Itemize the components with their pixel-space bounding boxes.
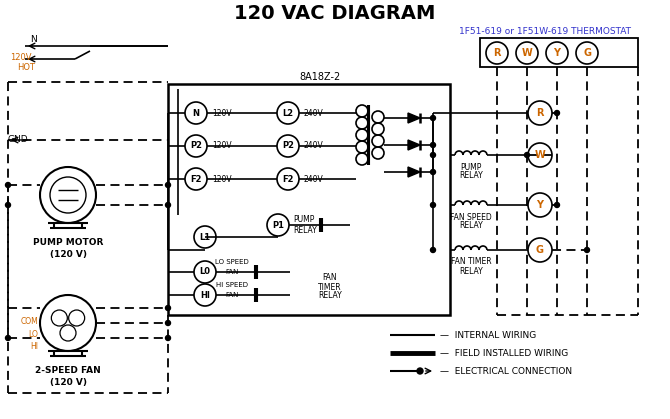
Text: P2: P2: [282, 142, 294, 150]
Text: L1: L1: [200, 233, 210, 241]
Text: 120V: 120V: [212, 142, 232, 150]
Text: 2-SPEED FAN: 2-SPEED FAN: [35, 365, 101, 375]
Circle shape: [555, 202, 559, 207]
Circle shape: [555, 111, 559, 116]
Text: HI SPEED: HI SPEED: [216, 282, 248, 288]
Text: FAN TIMER: FAN TIMER: [451, 258, 491, 266]
Circle shape: [431, 202, 436, 207]
Circle shape: [584, 248, 590, 253]
Text: —  FIELD INSTALLED WIRING: — FIELD INSTALLED WIRING: [440, 349, 568, 357]
Circle shape: [431, 142, 436, 147]
Text: W: W: [522, 48, 533, 58]
Text: 120V: 120V: [212, 109, 232, 117]
Text: 120 VAC DIAGRAM: 120 VAC DIAGRAM: [234, 5, 436, 23]
Text: HOT: HOT: [17, 62, 35, 72]
Circle shape: [165, 183, 170, 187]
Text: 8A18Z-2: 8A18Z-2: [299, 72, 340, 82]
Text: RELAY: RELAY: [459, 266, 483, 276]
Text: W: W: [535, 150, 545, 160]
Text: LO SPEED: LO SPEED: [215, 259, 249, 265]
Text: 240V: 240V: [304, 174, 324, 184]
Text: P1: P1: [272, 220, 284, 230]
Text: PUMP: PUMP: [460, 163, 482, 171]
Circle shape: [417, 368, 423, 374]
Text: P2: P2: [190, 142, 202, 150]
Circle shape: [431, 153, 436, 158]
Circle shape: [431, 116, 436, 121]
Text: RELAY: RELAY: [318, 292, 342, 300]
Text: PUMP MOTOR: PUMP MOTOR: [33, 238, 103, 246]
Circle shape: [165, 321, 170, 326]
Text: RELAY: RELAY: [293, 225, 317, 235]
Circle shape: [431, 248, 436, 253]
Text: TIMER: TIMER: [318, 282, 342, 292]
Circle shape: [165, 202, 170, 207]
Text: PUMP: PUMP: [293, 215, 314, 225]
Text: LO: LO: [28, 329, 38, 339]
Text: (120 V): (120 V): [50, 249, 86, 259]
Text: N: N: [30, 36, 37, 44]
Polygon shape: [408, 113, 420, 123]
Text: FAN: FAN: [225, 292, 239, 298]
Text: —  ELECTRICAL CONNECTION: — ELECTRICAL CONNECTION: [440, 367, 572, 375]
Circle shape: [525, 153, 529, 158]
Text: 1F51-619 or 1F51W-619 THERMOSTAT: 1F51-619 or 1F51W-619 THERMOSTAT: [459, 28, 631, 36]
Text: Y: Y: [537, 200, 543, 210]
Text: FAN: FAN: [225, 269, 239, 275]
Text: F2: F2: [190, 174, 202, 184]
Text: GND: GND: [8, 135, 29, 145]
Text: COM: COM: [20, 318, 38, 326]
Circle shape: [5, 202, 11, 207]
Text: R: R: [536, 108, 544, 118]
Circle shape: [5, 336, 11, 341]
Text: RELAY: RELAY: [459, 171, 483, 181]
Text: —  INTERNAL WIRING: — INTERNAL WIRING: [440, 331, 536, 339]
Text: Y: Y: [553, 48, 561, 58]
Text: 240V: 240V: [304, 109, 324, 117]
Text: F2: F2: [282, 174, 293, 184]
Text: G: G: [536, 245, 544, 255]
Text: RELAY: RELAY: [459, 222, 483, 230]
Circle shape: [165, 336, 170, 341]
Text: G: G: [583, 48, 591, 58]
Text: R: R: [493, 48, 500, 58]
Text: 240V: 240V: [304, 142, 324, 150]
Polygon shape: [408, 140, 420, 150]
Text: FAN SPEED: FAN SPEED: [450, 212, 492, 222]
Circle shape: [5, 183, 11, 187]
Polygon shape: [408, 167, 420, 177]
Text: HI: HI: [200, 290, 210, 300]
Text: 120V: 120V: [212, 174, 232, 184]
Text: 120V: 120V: [10, 52, 31, 62]
Bar: [480, 38, 638, 67]
Bar: [168, 84, 450, 315]
Text: L0: L0: [200, 267, 210, 277]
Text: FAN: FAN: [323, 274, 337, 282]
Text: N: N: [192, 109, 200, 117]
Text: (120 V): (120 V): [50, 378, 86, 386]
Circle shape: [431, 170, 436, 174]
Circle shape: [165, 305, 170, 310]
Text: HI: HI: [30, 341, 38, 351]
Text: L2: L2: [283, 109, 293, 117]
